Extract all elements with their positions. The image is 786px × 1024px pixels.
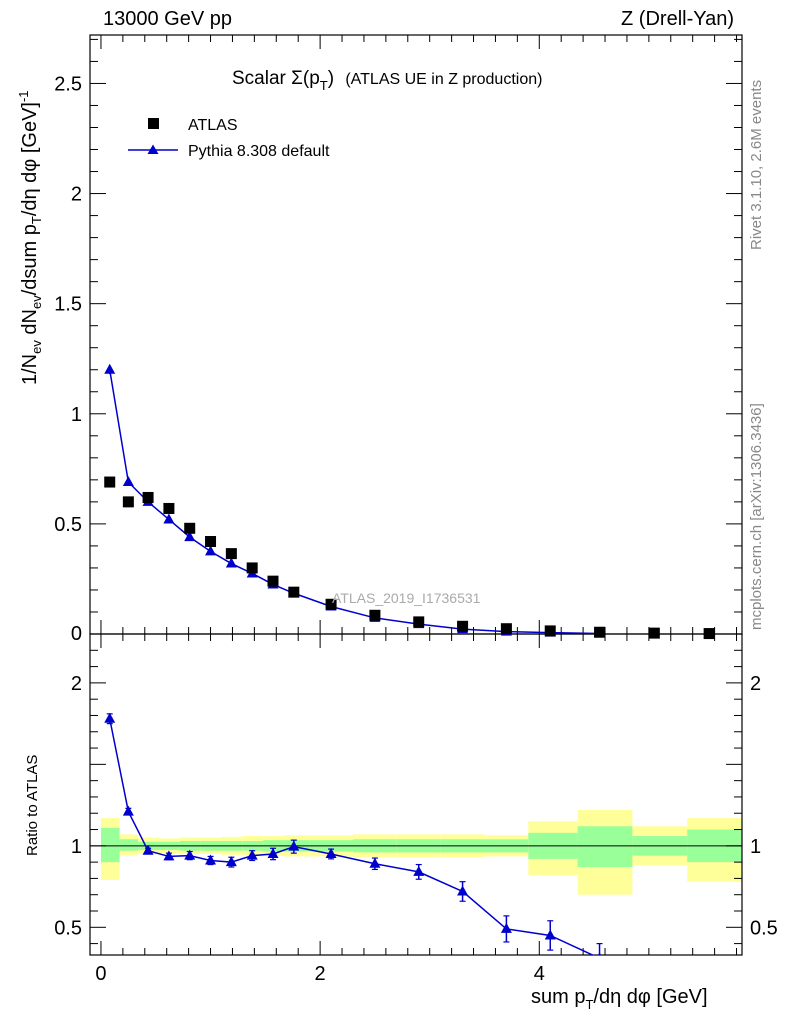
data-point bbox=[184, 522, 196, 534]
collision-label: 13000 GeV pp bbox=[103, 8, 232, 30]
y-tick-label-main: 0.5 bbox=[54, 514, 82, 536]
y-tick-label-main: 1.5 bbox=[54, 294, 82, 316]
ratio-point bbox=[325, 847, 337, 858]
ratio-point bbox=[500, 922, 512, 933]
y-tick-label-main: 2.5 bbox=[54, 73, 82, 95]
ratio-point bbox=[544, 929, 556, 940]
band-inner bbox=[100, 827, 120, 863]
plot-title: Scalar Σ(pT) (ATLAS UE in Z production) bbox=[232, 68, 542, 93]
ratio-point bbox=[104, 712, 116, 723]
data-point bbox=[267, 575, 279, 587]
data-point bbox=[500, 623, 512, 635]
ratio-point bbox=[288, 840, 300, 851]
data-point bbox=[369, 609, 381, 621]
y-tick-label-main: 0 bbox=[71, 623, 82, 645]
uncertainty-bands bbox=[100, 809, 742, 895]
mc-point bbox=[205, 545, 217, 556]
y-tick-label-main: 1 bbox=[71, 404, 82, 426]
y-tick-label-ratio-right: 0.5 bbox=[750, 917, 778, 939]
band-inner bbox=[119, 839, 139, 851]
x-tick-label: 2 bbox=[315, 963, 326, 985]
ratio-point bbox=[122, 805, 134, 816]
data-point bbox=[163, 502, 175, 514]
mcplots-info: mcplots.cern.ch [arXiv:1306.3436] bbox=[748, 403, 765, 630]
data-point bbox=[246, 562, 258, 574]
mc-point bbox=[122, 476, 134, 487]
data-point bbox=[288, 586, 300, 598]
mc-point bbox=[163, 513, 175, 524]
y-tick-label-ratio: 0.5 bbox=[54, 917, 82, 939]
plot-frames bbox=[89, 34, 743, 956]
band-inner bbox=[577, 826, 633, 868]
mc-point bbox=[184, 531, 196, 542]
ratio-point bbox=[457, 885, 469, 896]
data-point bbox=[457, 620, 469, 632]
rivet-info: Rivet 3.1.10, 2.6M events bbox=[748, 80, 765, 250]
ratio-point bbox=[267, 847, 279, 858]
ratio-point bbox=[184, 849, 196, 860]
ratio-point bbox=[598, 952, 602, 955]
y-tick-label-ratio: 1 bbox=[71, 836, 82, 858]
ratio-point bbox=[413, 865, 425, 876]
legend-mc-label: Pythia 8.308 default bbox=[188, 143, 330, 160]
y-tick-label-ratio: 2 bbox=[71, 673, 82, 695]
ratio-point bbox=[369, 857, 381, 868]
legend-data-label: ATLAS bbox=[188, 117, 238, 134]
mc-point bbox=[104, 363, 116, 374]
process-label: Z (Drell-Yan) bbox=[621, 8, 734, 30]
y-tick-label-ratio-right: 2 bbox=[750, 673, 761, 695]
ratio-point bbox=[225, 856, 237, 867]
y-axis-label-ratio: Ratio to ATLAS bbox=[24, 755, 41, 856]
ratio-point bbox=[142, 844, 154, 855]
ratio-point bbox=[205, 854, 217, 865]
data-point bbox=[648, 627, 660, 639]
data-point bbox=[225, 548, 237, 560]
data-point bbox=[205, 536, 217, 548]
data-point bbox=[703, 628, 715, 640]
ratio-point bbox=[246, 849, 258, 860]
data-point bbox=[325, 598, 337, 610]
ratio-panel-frame bbox=[89, 633, 743, 956]
data-point bbox=[122, 496, 134, 508]
data-point bbox=[544, 625, 556, 637]
y-axis-label-main: 1/Nev dNev/dsum pT/dη dφ [GeV]-1 bbox=[16, 90, 44, 385]
axis-ticks: 0 2 4 0.5 1 1.5 2 2.5 0 0.5 0.5 1 1 2 2 bbox=[54, 35, 778, 985]
analysis-watermark: ATLAS_2019_I1736531 bbox=[332, 590, 481, 606]
x-axis-label: sum pT/dη dφ [GeV] bbox=[531, 986, 708, 1012]
x-tick-label: 0 bbox=[95, 963, 106, 985]
y-tick-label-main: 2 bbox=[71, 184, 82, 206]
data-point bbox=[142, 491, 154, 503]
y-tick-label-ratio-right: 1 bbox=[750, 836, 761, 858]
data-point bbox=[594, 626, 606, 638]
legend-data-marker bbox=[148, 118, 159, 129]
legend-mc-marker bbox=[147, 144, 159, 154]
ratio-point bbox=[163, 850, 175, 861]
x-tick-label: 4 bbox=[534, 963, 545, 985]
data-series bbox=[104, 476, 715, 640]
mc-point bbox=[225, 557, 237, 568]
data-point bbox=[104, 476, 116, 488]
ratio-series bbox=[104, 712, 603, 955]
data-point bbox=[413, 616, 425, 628]
